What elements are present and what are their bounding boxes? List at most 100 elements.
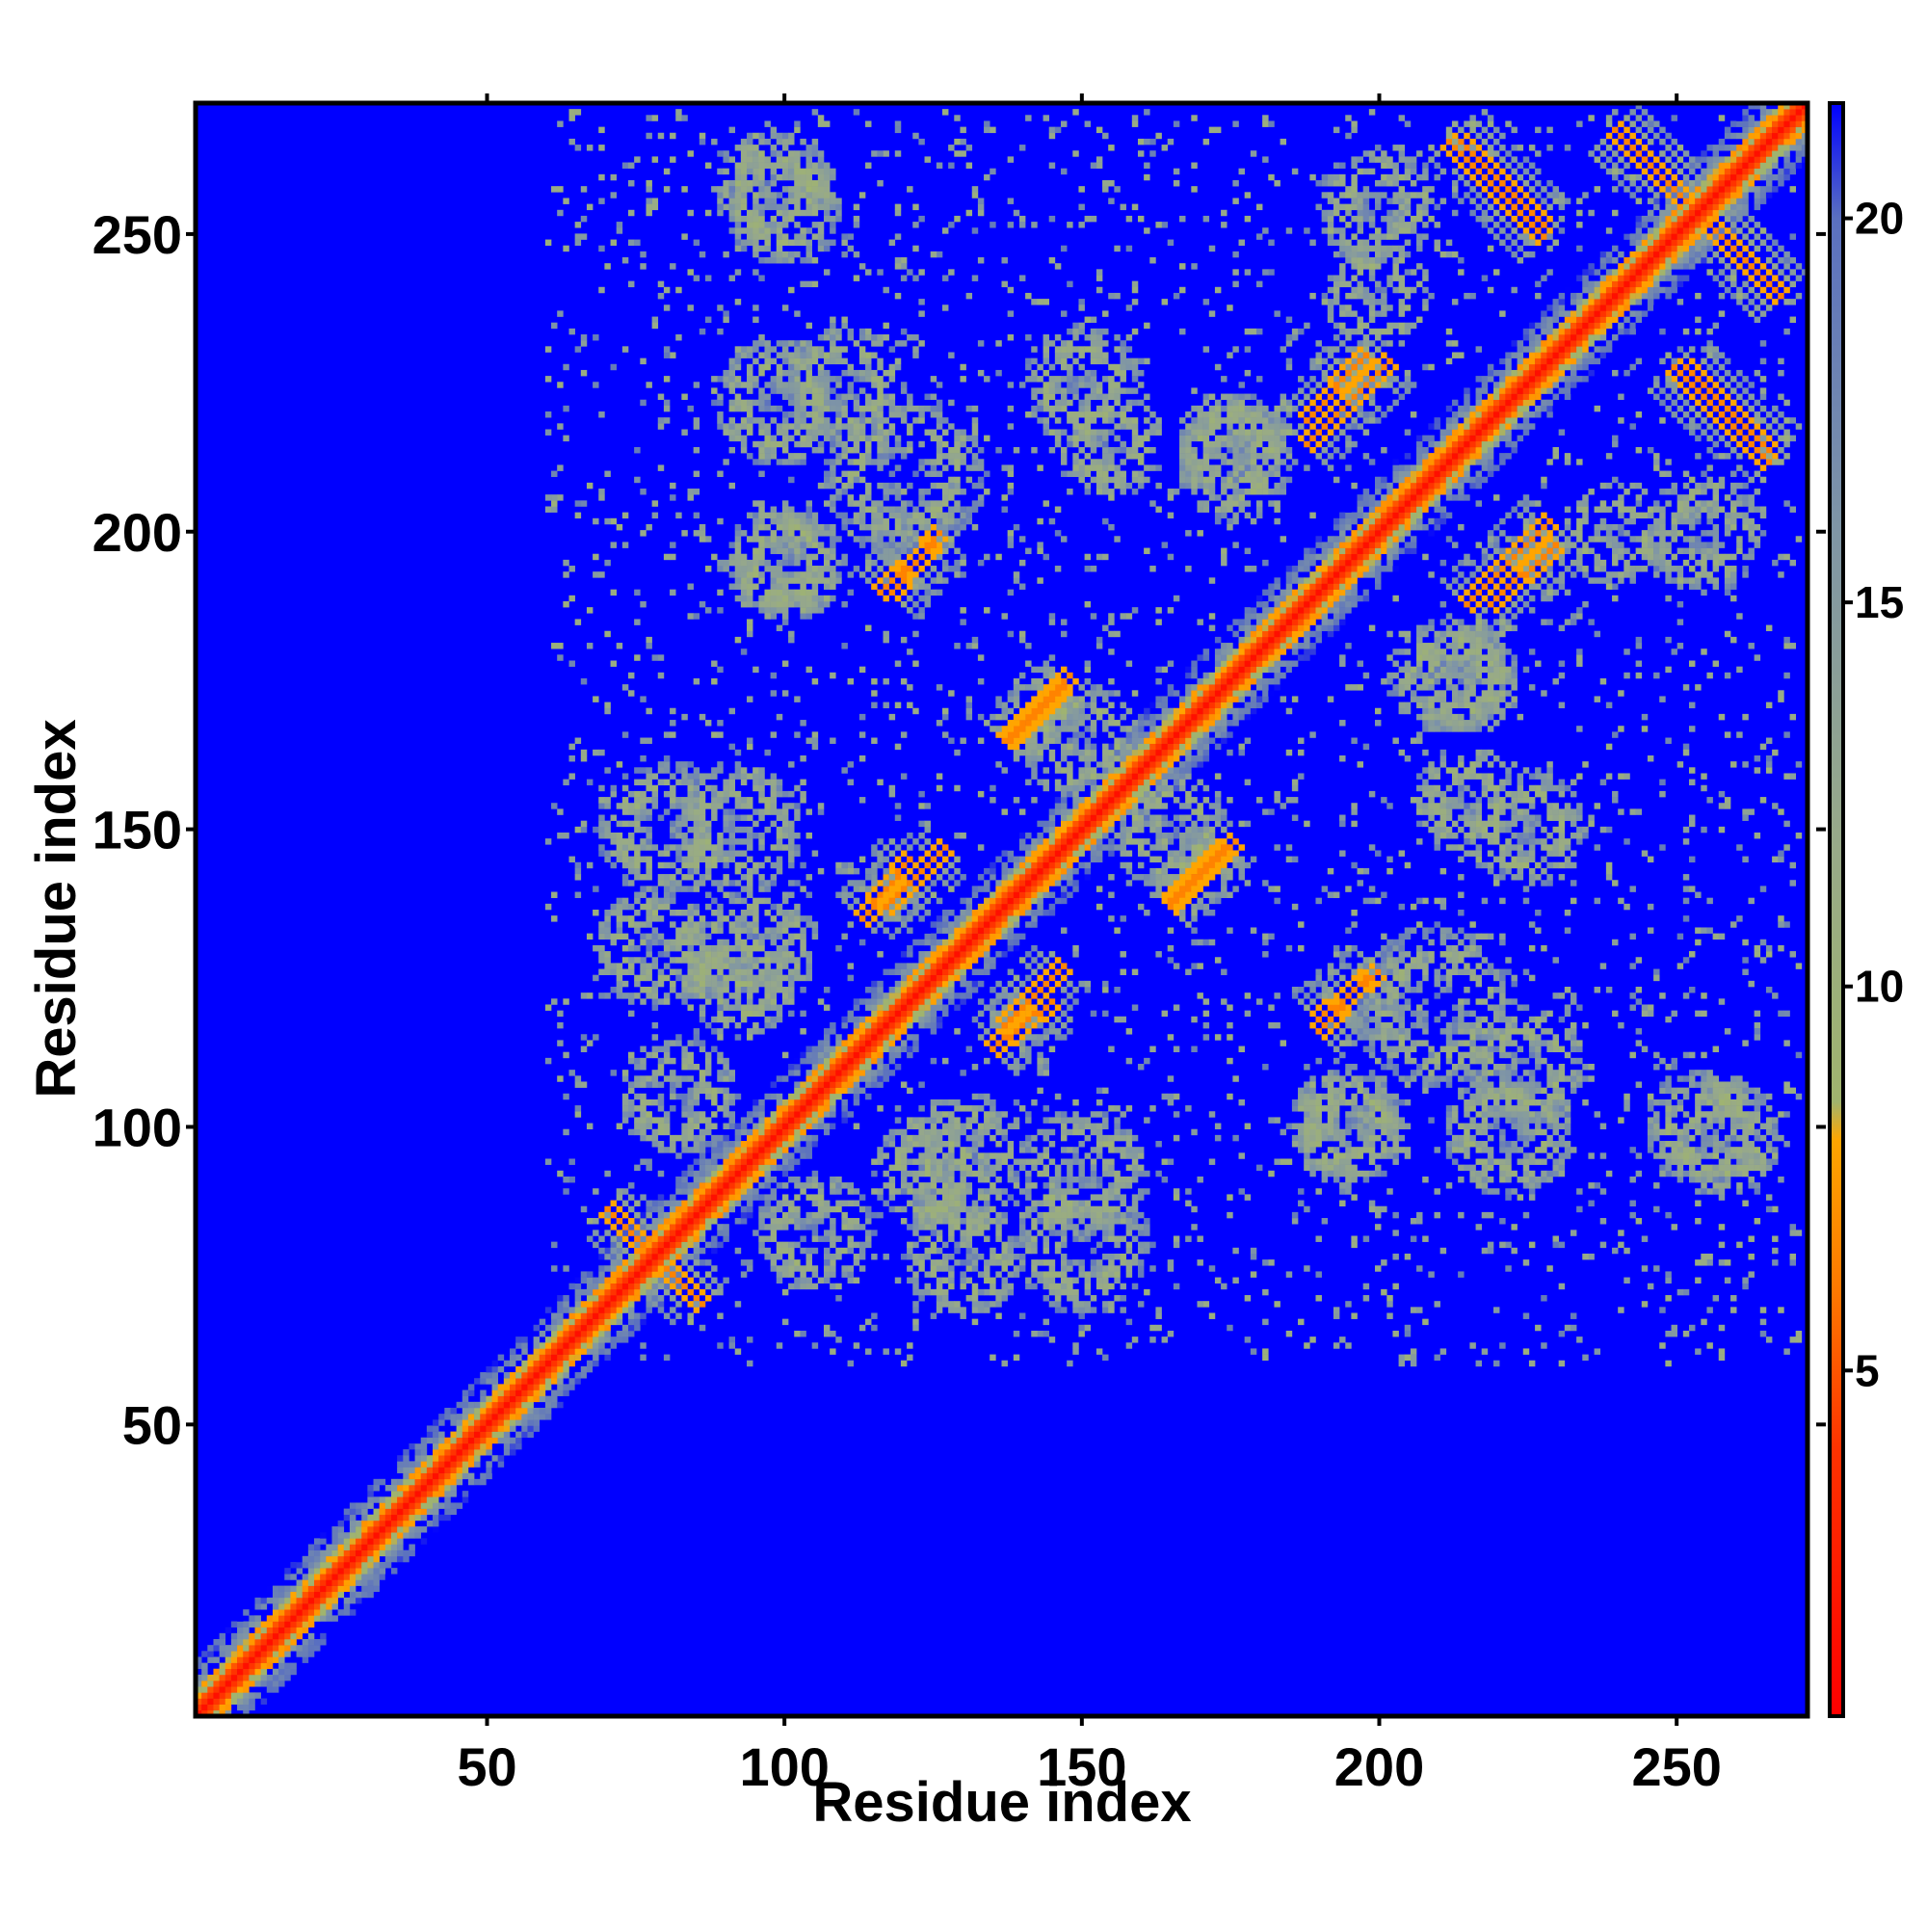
heatmap-cell bbox=[858, 1070, 866, 1076]
heatmap-cell bbox=[823, 1064, 831, 1071]
heatmap-cell bbox=[414, 1449, 422, 1456]
heatmap-cell bbox=[621, 1265, 629, 1272]
heatmap-cell bbox=[948, 927, 955, 934]
heatmap-cell bbox=[557, 1301, 564, 1308]
heatmap-cell bbox=[711, 1247, 718, 1255]
heatmap-cell bbox=[770, 1093, 778, 1100]
heatmap-cell bbox=[1736, 286, 1743, 294]
heatmap-cell bbox=[930, 987, 937, 993]
heatmap-cell bbox=[805, 1098, 812, 1106]
heatmap-cell bbox=[320, 1638, 327, 1646]
heatmap-cell bbox=[1368, 387, 1376, 394]
heatmap-cell bbox=[883, 1064, 889, 1071]
heatmap-cell bbox=[580, 1312, 588, 1319]
heatmap-cell bbox=[1291, 393, 1299, 401]
heatmap-cell bbox=[610, 1200, 617, 1207]
heatmap-cell bbox=[486, 1431, 492, 1439]
heatmap-cell bbox=[1410, 464, 1417, 471]
heatmap-cell bbox=[1298, 624, 1305, 632]
heatmap-cell bbox=[734, 1170, 742, 1178]
heatmap-cell bbox=[1280, 417, 1287, 424]
heatmap-cell bbox=[1742, 150, 1749, 157]
heatmap-cell bbox=[1202, 749, 1210, 756]
heatmap-cell bbox=[403, 1449, 409, 1456]
heatmap-cell bbox=[1007, 939, 1015, 946]
heatmap-cell bbox=[1481, 595, 1489, 602]
heatmap-cell bbox=[1599, 328, 1607, 335]
heatmap-cell bbox=[847, 1010, 855, 1018]
heatmap-cell bbox=[1095, 820, 1103, 828]
heatmap-cell bbox=[1712, 162, 1720, 169]
heatmap-cell bbox=[912, 963, 919, 969]
heatmap-cell bbox=[747, 1211, 753, 1219]
heatmap-cell bbox=[302, 1615, 309, 1622]
heatmap-cell bbox=[930, 1028, 937, 1035]
heatmap-cell bbox=[1570, 363, 1577, 371]
heatmap-cell bbox=[296, 1585, 304, 1593]
heatmap-cell bbox=[1570, 310, 1577, 317]
heatmap-cell bbox=[1120, 779, 1126, 786]
heatmap-cell bbox=[776, 1098, 783, 1106]
heatmap-cell bbox=[841, 1040, 848, 1046]
heatmap-cell bbox=[1783, 115, 1790, 121]
heatmap-cell bbox=[1789, 115, 1796, 121]
heatmap-cell bbox=[640, 1247, 647, 1255]
heatmap-cell bbox=[764, 1128, 771, 1136]
heatmap-cell bbox=[1232, 720, 1239, 727]
heatmap-cell bbox=[1742, 435, 1749, 442]
heatmap-cell bbox=[486, 1378, 492, 1385]
heatmap-cell bbox=[1535, 215, 1542, 223]
heatmap-cell bbox=[1362, 369, 1370, 377]
heatmap-cell bbox=[1475, 577, 1483, 584]
heatmap-cell bbox=[1748, 103, 1755, 110]
heatmap-cell bbox=[948, 921, 955, 928]
heatmap-cell bbox=[628, 1271, 635, 1278]
heatmap-cell bbox=[995, 951, 1002, 958]
heatmap-cell bbox=[379, 1526, 386, 1533]
heatmap-cell bbox=[284, 1638, 291, 1646]
heatmap-cell bbox=[414, 1491, 422, 1497]
heatmap-cell bbox=[871, 1075, 878, 1082]
heatmap-cell bbox=[805, 1087, 812, 1095]
heatmap-cell bbox=[1742, 470, 1749, 478]
heatmap-cell bbox=[1505, 547, 1512, 555]
heatmap-cell bbox=[954, 963, 961, 969]
heatmap-cell bbox=[853, 1098, 860, 1106]
heatmap-cell bbox=[1291, 607, 1299, 614]
heatmap-cell bbox=[1458, 464, 1465, 471]
heatmap-cell bbox=[284, 1627, 291, 1634]
heatmap-cell bbox=[1730, 280, 1737, 288]
heatmap-cell bbox=[1665, 215, 1672, 223]
heatmap-cell bbox=[918, 980, 925, 988]
heatmap-cell bbox=[646, 1265, 652, 1272]
heatmap-cell bbox=[196, 1709, 202, 1716]
heatmap-cell bbox=[794, 1147, 801, 1153]
heatmap-cell bbox=[284, 1662, 291, 1670]
heatmap-cell bbox=[1114, 743, 1121, 751]
heatmap-cell bbox=[1362, 346, 1370, 353]
heatmap-cell bbox=[1067, 826, 1073, 834]
heatmap-cell bbox=[1682, 227, 1690, 234]
heatmap-cell bbox=[361, 1579, 368, 1586]
heatmap-cell bbox=[1013, 903, 1020, 911]
heatmap-cell bbox=[1505, 619, 1512, 625]
heatmap-cell bbox=[651, 1288, 659, 1296]
heatmap-cell bbox=[1517, 257, 1524, 264]
heatmap-cell bbox=[1499, 399, 1506, 407]
heatmap-cell bbox=[853, 1070, 860, 1076]
heatmap-cell bbox=[521, 1414, 528, 1420]
heatmap-cell bbox=[723, 1277, 729, 1284]
heatmap-cell bbox=[995, 910, 1002, 916]
heatmap-cell bbox=[1018, 933, 1026, 940]
heatmap-cell bbox=[1505, 387, 1512, 394]
heatmap-cell bbox=[598, 1312, 605, 1319]
heatmap-cell bbox=[723, 1200, 729, 1207]
heatmap-cell bbox=[1552, 393, 1559, 401]
heatmap-cell bbox=[320, 1532, 327, 1539]
heatmap-cell bbox=[1522, 417, 1530, 424]
heatmap-cell bbox=[260, 1645, 268, 1652]
heatmap-cell bbox=[1298, 600, 1305, 608]
heatmap-cell bbox=[1499, 517, 1506, 525]
heatmap-cell bbox=[1688, 215, 1696, 223]
heatmap-cell bbox=[1730, 399, 1737, 407]
